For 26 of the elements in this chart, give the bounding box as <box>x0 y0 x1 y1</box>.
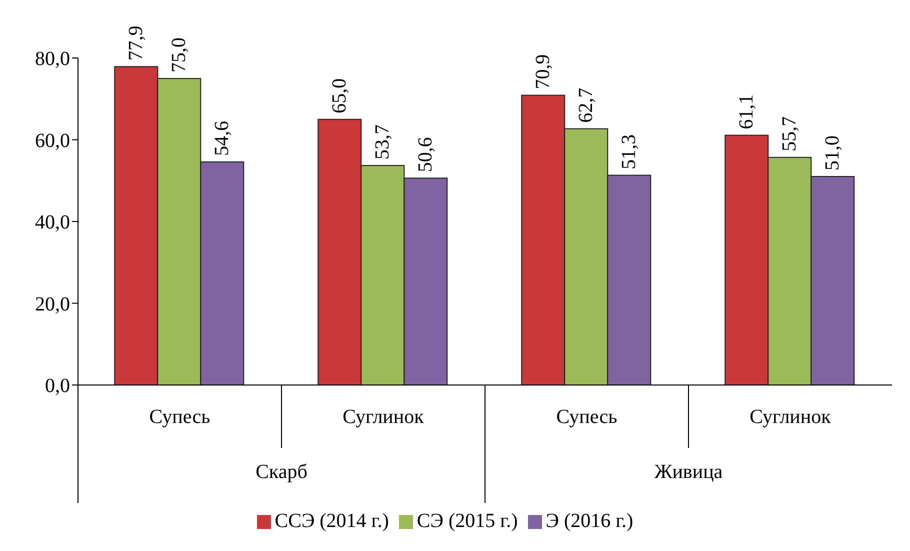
x-tick-label: Суглинок <box>750 406 832 428</box>
y-tick-label: 0,0 <box>45 375 70 398</box>
y-tick-label: 60,0 <box>35 130 70 152</box>
data-label: 50,6 <box>414 137 437 172</box>
data-label: 65,0 <box>328 78 351 114</box>
data-label: 70,9 <box>532 54 554 90</box>
data-label: 54,6 <box>211 120 234 156</box>
text: Живица <box>654 461 723 483</box>
data-label: 55,7 <box>778 116 801 152</box>
data-label: 51,3 <box>618 134 640 170</box>
legend-label: СЭ (2015 г.) <box>416 510 518 532</box>
data-label: 77,9 <box>125 26 148 61</box>
data-label: 53,7 <box>372 124 394 160</box>
y-tick-label: 20,0 <box>35 293 70 316</box>
legend-label: ССЭ (2014 г.) <box>274 510 389 532</box>
data-label: 62,7 <box>575 88 598 123</box>
text: Скарб <box>256 461 308 483</box>
data-label: 61,1 <box>736 94 758 130</box>
data-label: 75,0 <box>168 37 190 72</box>
x-tick-label: Супесь <box>556 406 618 428</box>
y-tick-label: 80,0 <box>35 48 70 70</box>
y-tick-label: 40,0 <box>35 212 70 234</box>
x-tick-label: Суглинок <box>342 406 424 428</box>
legend-label: Э (2016 г.) <box>546 510 634 532</box>
data-label: 51,0 <box>822 136 844 171</box>
x-tick-label: Супесь <box>149 406 210 428</box>
